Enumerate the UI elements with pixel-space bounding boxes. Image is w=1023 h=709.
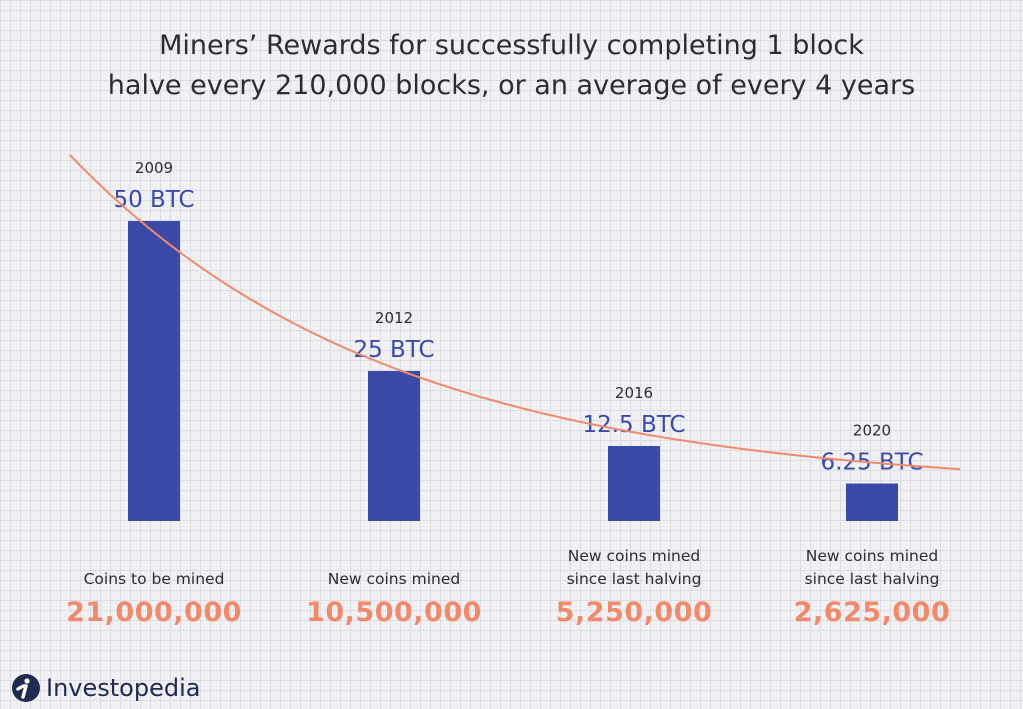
caption-2012: New coins mined: [284, 568, 504, 591]
caption-line: New coins mined: [327, 570, 461, 588]
investopedia-icon: [12, 674, 40, 702]
trend-curve: [69, 154, 961, 471]
year-label-2012: 2012: [375, 309, 413, 327]
caption-line: since last halving: [566, 570, 702, 588]
caption-2009: Coins to be mined: [44, 568, 264, 591]
value-label-2012: 25 BTC: [353, 337, 434, 363]
caption-2016: New coins mined since last halving: [524, 545, 744, 591]
bar-2020: [846, 483, 898, 521]
count-2016: 5,250,000: [555, 597, 713, 628]
bar-2012: [368, 371, 420, 521]
chart-title-line-1: Miners’ Rewards for successfully complet…: [159, 30, 864, 61]
count-2009: 21,000,000: [66, 597, 242, 628]
year-label-2009: 2009: [135, 159, 173, 177]
caption-line: since last halving: [804, 570, 940, 588]
count-2012: 10,500,000: [306, 597, 482, 628]
bar-2009: [128, 221, 180, 521]
caption-line: Coins to be mined: [83, 570, 225, 588]
caption-line: New coins mined: [567, 547, 701, 565]
chart-title-line-2: halve every 210,000 blocks, or an averag…: [107, 70, 916, 101]
brand-name: Investopedia: [46, 674, 201, 702]
count-2020: 2,625,000: [793, 597, 951, 628]
year-label-2020: 2020: [853, 422, 891, 440]
caption-2020: New coins mined since last halving: [762, 545, 982, 591]
bar-2016: [608, 446, 660, 521]
investopedia-logo: Investopedia: [12, 670, 200, 706]
caption-line: New coins mined: [805, 547, 939, 565]
year-label-2016: 2016: [615, 384, 653, 402]
